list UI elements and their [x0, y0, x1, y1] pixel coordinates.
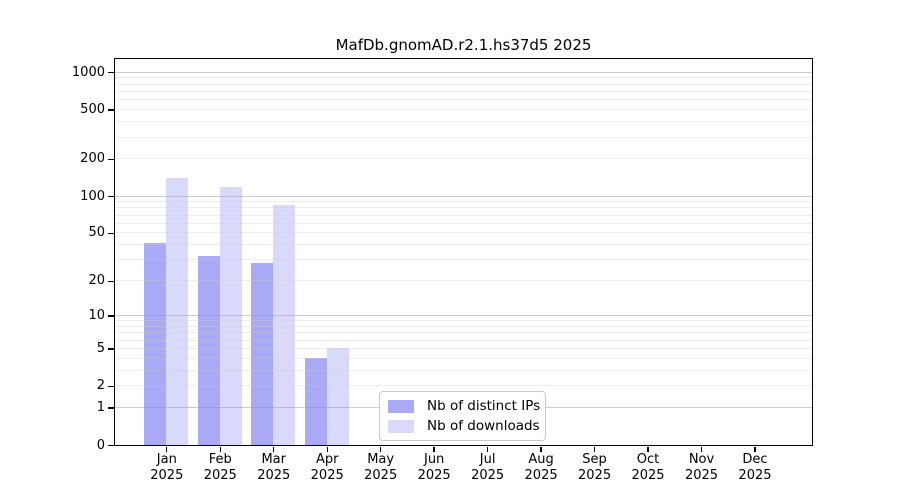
y-tick-label: 2	[96, 378, 105, 394]
x-tick-month: Aug	[528, 452, 554, 467]
legend-swatch-distinct-ips	[388, 399, 414, 413]
x-tick-month: Oct	[636, 452, 660, 467]
y-tick-label: 0	[96, 437, 105, 453]
bar-downloads-jan	[166, 178, 189, 445]
y-tick	[108, 109, 115, 111]
y-tick-label: 5	[96, 340, 105, 356]
legend-swatch-downloads	[388, 419, 414, 433]
x-tick-label: Jul 2025	[456, 452, 520, 484]
x-tick-month: Jun	[423, 452, 445, 467]
x-tick-month: Mar	[261, 452, 286, 467]
bar-distinct-ips-jan	[144, 243, 167, 445]
x-tick-year: 2025	[524, 468, 558, 483]
y-tick	[108, 407, 115, 409]
gridline-minor	[115, 158, 812, 160]
bar-distinct-ips-feb	[197, 256, 220, 445]
x-tick-label: Nov 2025	[670, 452, 734, 484]
x-tick	[273, 446, 275, 452]
x-tick-year: 2025	[257, 468, 291, 483]
x-tick-month: May	[367, 452, 395, 467]
y-tick	[108, 348, 115, 350]
gridline-minor	[115, 121, 812, 123]
x-tick	[647, 446, 649, 452]
x-tick-year: 2025	[150, 468, 184, 483]
x-tick-label: Mar 2025	[242, 452, 306, 484]
x-tick	[379, 446, 382, 452]
y-tick	[108, 195, 115, 198]
bar-distinct-ips-apr	[304, 358, 327, 445]
legend-label: Nb of distinct IPs	[427, 397, 541, 414]
y-tick	[108, 280, 115, 282]
y-tick-label: 500	[80, 102, 105, 118]
x-tick-year: 2025	[684, 468, 719, 483]
y-tick	[108, 385, 115, 387]
bar-downloads-feb	[219, 187, 242, 445]
bar-downloads-apr	[326, 348, 349, 445]
x-tick-label: Oct 2025	[616, 452, 680, 484]
x-tick	[593, 446, 596, 452]
x-tick-year: 2025	[364, 468, 398, 483]
x-tick-year: 2025	[310, 468, 344, 483]
x-tick-year: 2025	[578, 468, 612, 483]
gridline-minor	[115, 83, 812, 85]
x-tick-month: Dec	[742, 452, 768, 467]
x-tick	[166, 446, 168, 452]
x-tick	[326, 446, 328, 452]
y-tick	[108, 158, 115, 161]
x-tick-label: Apr 2025	[295, 452, 359, 484]
y-tick-label: 100	[80, 188, 105, 204]
x-tick-month: Jan	[156, 452, 177, 467]
y-tick-label: 200	[80, 151, 105, 167]
gridline-minor	[115, 136, 812, 138]
x-tick-month: Nov	[688, 452, 715, 467]
legend: Nb of distinct IPs Nb of downloads	[379, 391, 546, 441]
x-tick-label: Dec 2025	[723, 452, 787, 484]
gridline-minor	[115, 91, 812, 93]
gridline-minor	[115, 99, 812, 101]
y-tick	[108, 72, 115, 74]
x-tick-month: Feb	[208, 452, 232, 467]
x-tick-label: Jun 2025	[402, 452, 466, 484]
bar-distinct-ips-mar	[251, 263, 274, 445]
gridline-minor	[115, 77, 812, 79]
y-tick	[108, 315, 115, 317]
x-tick-year: 2025	[738, 468, 772, 483]
x-tick	[219, 446, 221, 452]
x-tick-label: Jan 2025	[135, 452, 199, 484]
x-tick-label: Feb 2025	[188, 452, 252, 484]
y-tick-label: 1000	[71, 64, 105, 80]
gridline-minor	[115, 109, 812, 111]
y-tick-label: 20	[88, 273, 105, 289]
x-tick-month: Sep	[582, 452, 607, 467]
y-tick-label: 1	[96, 400, 105, 416]
x-tick-label: May 2025	[349, 452, 413, 484]
legend-label: Nb of downloads	[427, 417, 540, 434]
legend-item-distinct-ips: Nb of distinct IPs	[388, 398, 540, 414]
chart-title: MafDb.gnomAD.r2.1.hs37d5 2025	[335, 36, 592, 54]
x-tick	[433, 446, 435, 452]
plot-area	[114, 58, 813, 446]
x-tick-year: 2025	[631, 468, 665, 483]
x-tick-year: 2025	[471, 468, 505, 483]
x-tick-year: 2025	[203, 468, 237, 483]
gridline-major	[115, 71, 812, 73]
y-tick	[108, 444, 115, 447]
legend-item-downloads: Nb of downloads	[388, 418, 540, 434]
x-tick-label: Aug 2025	[509, 452, 573, 484]
x-tick	[486, 446, 489, 452]
x-tick	[540, 446, 542, 452]
x-tick-month: Jul	[479, 452, 496, 467]
x-tick	[754, 446, 756, 452]
y-tick	[108, 232, 115, 235]
x-tick-label: Sep 2025	[563, 452, 627, 484]
y-tick-label: 50	[88, 225, 105, 241]
x-tick-year: 2025	[417, 468, 451, 483]
x-tick	[700, 446, 703, 452]
y-tick-label: 10	[88, 308, 105, 324]
x-tick-month: Apr	[315, 452, 339, 467]
bar-downloads-mar	[273, 204, 296, 445]
